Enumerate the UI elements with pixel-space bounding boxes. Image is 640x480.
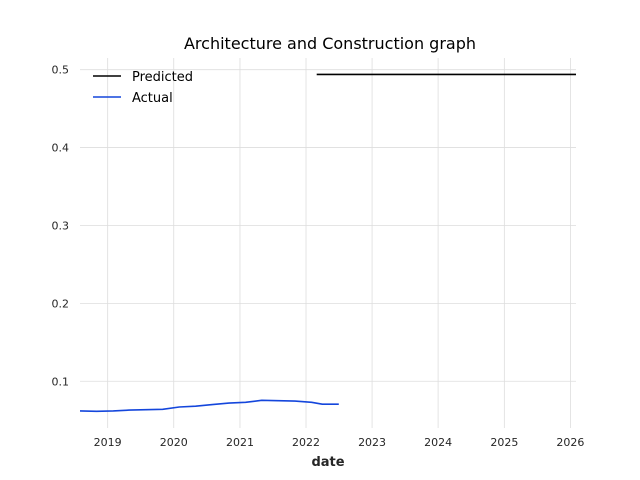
series-lines [79, 73, 576, 413]
x-tick-label: 2023 [358, 436, 386, 449]
x-axis-label: date [311, 455, 344, 470]
x-tick-label: 2022 [292, 436, 320, 449]
y-tick-label: 0.5 [52, 64, 70, 77]
series-line-actual [79, 399, 339, 413]
legend-label-actual: Actual [132, 91, 173, 106]
legend-label-predicted: Predicted [132, 70, 193, 85]
x-tick-label: 2021 [226, 436, 254, 449]
x-tick-labels: 2019 2020 2021 2022 2023 2024 2025 2026 [94, 436, 585, 449]
x-tick-label: 2020 [160, 436, 188, 449]
y-tick-label: 0.1 [52, 375, 70, 388]
y-tick-label: 0.4 [52, 142, 70, 155]
x-tick-label: 2026 [556, 436, 584, 449]
y-tick-label: 0.2 [52, 297, 70, 310]
y-gridlines [80, 69, 576, 382]
x-tick-label: 2024 [424, 436, 452, 449]
legend: Predicted Actual [93, 70, 193, 106]
y-tick-label: 0.3 [52, 219, 70, 232]
x-gridlines [107, 58, 571, 428]
x-tick-label: 2019 [94, 436, 122, 449]
chart-title: Architecture and Construction graph [184, 34, 476, 53]
x-tick-label: 2025 [490, 436, 518, 449]
y-tick-labels: 0.1 0.2 0.3 0.4 0.5 [52, 64, 70, 389]
